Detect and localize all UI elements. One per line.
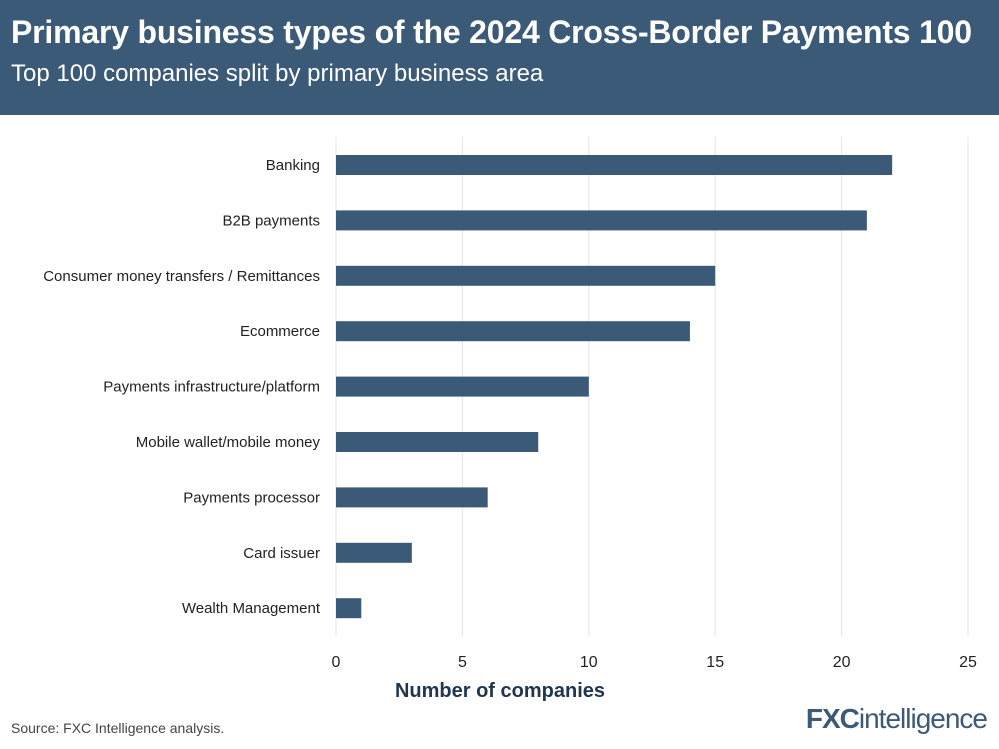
chart-title: Primary business types of the 2024 Cross… xyxy=(11,14,972,50)
bar xyxy=(336,598,362,619)
logo-bold: FXC xyxy=(805,703,860,734)
x-axis-title: Number of companies xyxy=(395,680,605,702)
x-tick-label: 15 xyxy=(706,654,724,671)
logo-rest: intelligence xyxy=(858,703,988,734)
category-label: Card issuer xyxy=(243,545,320,562)
bar xyxy=(336,321,690,342)
x-tick-label: 20 xyxy=(833,654,851,671)
bar xyxy=(336,487,488,508)
category-label: Consumer money transfers / Remittances xyxy=(43,268,320,285)
fxc-logo: FXCintelligence xyxy=(805,703,988,735)
x-tick-label: 25 xyxy=(959,654,977,671)
source-note: Source: FXC Intelligence analysis. xyxy=(11,720,225,736)
x-tick-label: 10 xyxy=(580,654,598,671)
header-banner: Primary business types of the 2024 Cross… xyxy=(0,0,999,115)
bar xyxy=(336,542,412,563)
category-label: B2B payments xyxy=(222,212,320,229)
category-label: Payments infrastructure/platform xyxy=(103,379,320,396)
bar xyxy=(336,376,589,397)
bar xyxy=(336,155,893,175)
bar xyxy=(336,210,867,231)
category-label: Mobile wallet/mobile money xyxy=(136,434,321,451)
category-label: Payments processor xyxy=(183,489,320,506)
x-tick-label: 5 xyxy=(458,654,467,671)
x-tick-label: 0 xyxy=(332,654,341,671)
bar xyxy=(336,432,539,452)
chart-subtitle: Top 100 companies split by primary busin… xyxy=(11,60,544,87)
category-label: Banking xyxy=(266,157,320,174)
bar xyxy=(336,265,716,286)
category-label: Wealth Management xyxy=(182,600,321,617)
category-label: Ecommerce xyxy=(240,323,320,340)
